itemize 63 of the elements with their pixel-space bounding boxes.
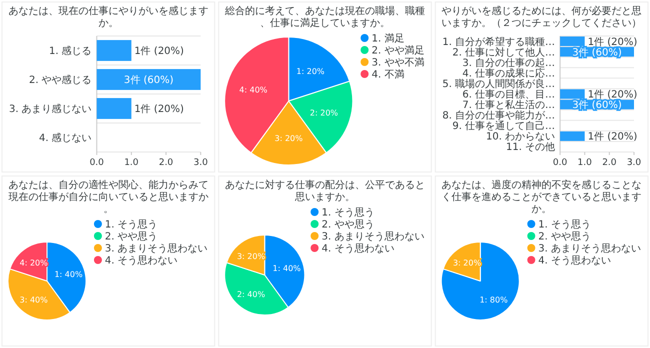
data-label: 3: 40% (20, 295, 48, 304)
legend-label: 1. そう思う (104, 220, 158, 230)
chart-title: あなたは、現在の仕事にやりがいを感じますか。 (8, 5, 208, 29)
y-tick-label: 1. 感じる (49, 45, 92, 57)
legend-label: 3. あまりそう思わない (104, 244, 208, 254)
data-label: 1件 (20%) (588, 36, 638, 48)
y-tick-label: 8. 自分の仕事や能力が… (442, 110, 556, 122)
y-tick-label: 9. 仕事を通して自己… (452, 120, 556, 132)
data-label: 3: 20% (274, 134, 304, 144)
legend-label: 3. あまりそう思わない (538, 244, 641, 254)
chart-title: あなたは、過度の精神的不安を感じることなく仕事を進めることができていると思いますか。 (442, 179, 642, 215)
x-tick-label: 2.0 (602, 158, 617, 168)
x-tick-label: 0.0 (552, 158, 568, 168)
chart-title: あなたに対する仕事の配分は、公平であると思いますか。 (225, 179, 425, 203)
data-label: 1件 (20%) (588, 132, 638, 143)
data-label: 3件 (60%) (572, 47, 622, 58)
data-label: 2: 20% (310, 108, 338, 118)
y-tick-label: 3. 自分の仕事の起… (462, 56, 556, 69)
legend-label: 1. 満足 (372, 32, 404, 44)
legend-label: 3. やや不満 (372, 56, 424, 68)
x-tick-label: 2.0 (158, 158, 174, 168)
data-label: 1件 (20%) (134, 104, 184, 115)
data-label: 3件 (60%) (124, 75, 174, 86)
y-tick-label: 5. 職場の人間関係が良… (442, 78, 556, 90)
y-tick-label: 4. 仕事の成果に応… (462, 67, 556, 80)
data-label: 3件 (60%) (572, 100, 622, 112)
chart-title: やりがいを感じるためには、何が必要だと思いますか。（２つにチェックしてください） (442, 5, 642, 29)
x-tick-label: 1.0 (578, 158, 592, 168)
y-tick-label: 10. わからない (486, 132, 556, 143)
x-tick-label: 3.0 (194, 158, 208, 168)
y-tick-label: 2. やや感じる (29, 74, 92, 86)
y-tick-label: 2. 仕事に対して他人… (452, 46, 556, 58)
legend-label: 1. そう思う (538, 220, 591, 230)
x-tick-label: 0.0 (90, 158, 104, 168)
y-tick-label: 11. その他 (506, 141, 556, 154)
legend-label: 4. 不満 (372, 68, 404, 80)
legend-label: 4. そう思わない (538, 256, 611, 266)
legend-label: 4. そう思わない (322, 244, 394, 254)
chart-title: 総合的に考えて、あなたは現在の職場、職種、仕事に満足していますか。 (224, 5, 425, 29)
y-tick-label: 7. 仕事と私生活の… (462, 99, 556, 112)
legend-label: 2. やや思う (322, 220, 374, 230)
data-label: 1: 40% (272, 264, 302, 273)
legend-label: 2. やや満足 (372, 44, 424, 56)
legend-label: 2. やや思う (104, 232, 158, 242)
y-tick-label: 1. 自分が希望する職種… (442, 36, 556, 48)
legend-label: 1. そう思う (322, 208, 374, 218)
y-tick-label: 6. 仕事の目標、目… (462, 88, 556, 100)
legend-label: 3. あまりそう思わない (322, 232, 424, 242)
x-tick-label: 1.0 (124, 158, 139, 168)
data-label: 1: 40% (54, 270, 83, 280)
chart-title: あなたは、自分の適性や関心、能力からみて現在の仕事が自分に向いていると思いますか。 (8, 179, 208, 215)
legend-label: 4. そう思わない (104, 256, 178, 266)
data-label: 2: 40% (236, 290, 266, 299)
data-label: 1件 (20%) (588, 90, 638, 100)
y-tick-label: 4. 感じない (39, 132, 92, 144)
pie-slice (440, 242, 520, 320)
legend-label: 2. やや思う (538, 232, 591, 242)
data-label: 1件 (20%) (134, 46, 184, 57)
x-tick-label: 3.0 (626, 158, 642, 168)
data-label: 4: 40% (239, 86, 268, 95)
data-label: 1: 80% (480, 295, 508, 304)
y-tick-label: 3. あまり感じない (9, 103, 92, 115)
data-label: 1: 20% (296, 66, 325, 76)
